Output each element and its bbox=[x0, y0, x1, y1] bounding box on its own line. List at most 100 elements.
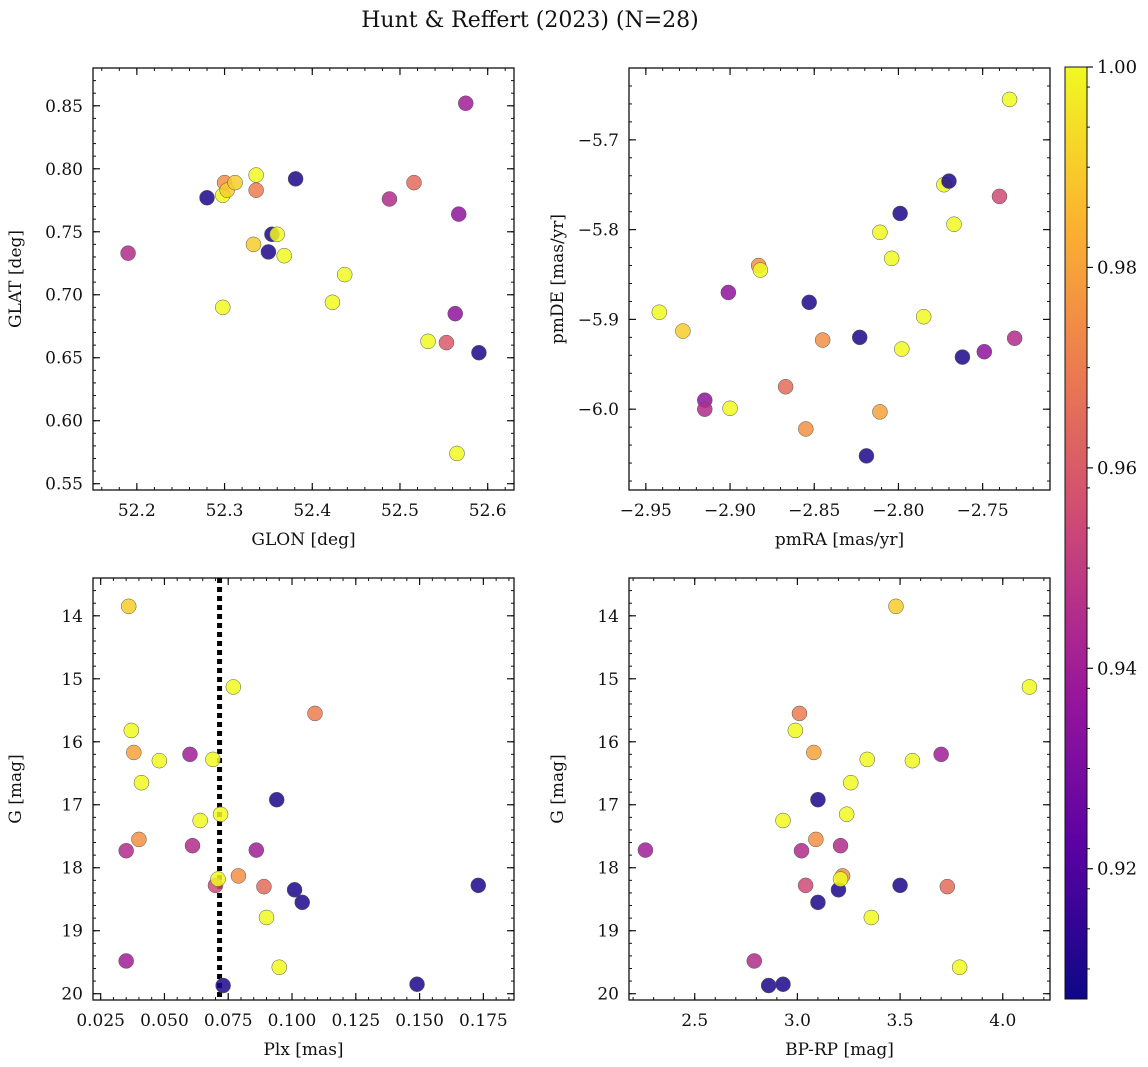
data-point bbox=[892, 877, 908, 894]
data-point bbox=[976, 343, 993, 360]
data-point bbox=[832, 871, 849, 887]
x-tick-label: 52.5 bbox=[381, 501, 419, 521]
data-point bbox=[1006, 330, 1023, 347]
plot-frame bbox=[92, 67, 515, 491]
figure-title: Hunt & Reffert (2023) (N=28) bbox=[361, 8, 699, 33]
data-point bbox=[859, 751, 875, 768]
data-point bbox=[775, 976, 791, 993]
x-tick-label: 0.075 bbox=[204, 1011, 253, 1031]
data-point bbox=[256, 878, 272, 895]
data-point bbox=[287, 171, 304, 187]
data-point bbox=[915, 308, 932, 325]
y-axis-label: G [mag] bbox=[548, 754, 568, 823]
x-axis-label: GLON [deg] bbox=[251, 530, 355, 550]
data-point bbox=[151, 752, 168, 769]
data-point bbox=[268, 791, 285, 808]
data-point bbox=[777, 378, 794, 395]
data-point bbox=[131, 831, 147, 848]
data-point bbox=[271, 959, 288, 975]
x-tick-label: 0.100 bbox=[268, 1011, 317, 1031]
data-point bbox=[324, 294, 341, 311]
data-point bbox=[810, 894, 826, 911]
data-point bbox=[406, 174, 422, 191]
plot-frame bbox=[628, 577, 1051, 1001]
data-point bbox=[260, 244, 277, 260]
data-point bbox=[941, 173, 957, 189]
data-point bbox=[471, 344, 487, 361]
data-point bbox=[798, 421, 814, 437]
y-tick-label: 19 bbox=[597, 922, 619, 942]
x-tick-label: −2.80 bbox=[872, 501, 924, 521]
data-point bbox=[651, 304, 668, 320]
data-point bbox=[722, 400, 738, 417]
data-point bbox=[892, 205, 908, 222]
data-point bbox=[126, 744, 142, 761]
data-point bbox=[294, 894, 310, 911]
x-axis-label: Plx [mas] bbox=[263, 1040, 343, 1060]
x-tick-label: 0.050 bbox=[140, 1011, 189, 1031]
y-tick-label: 17 bbox=[61, 796, 83, 816]
data-point bbox=[307, 705, 323, 722]
y-tick-label: 17 bbox=[597, 796, 619, 816]
data-point bbox=[746, 953, 763, 969]
colorbar: 0.92 0.94 0.96 0.98 1.00 bbox=[1064, 57, 1137, 1000]
y-tick-label: 14 bbox=[597, 607, 619, 627]
data-point bbox=[118, 842, 134, 859]
data-point bbox=[1001, 91, 1018, 108]
x-tick-label: 3.5 bbox=[887, 1011, 914, 1031]
y-tick-label: 20 bbox=[61, 985, 83, 1005]
y-axis-label: G [mag] bbox=[6, 754, 26, 823]
data-point bbox=[230, 868, 247, 884]
data-point bbox=[933, 746, 949, 763]
data-point bbox=[336, 266, 353, 283]
x-tick-label: 4.0 bbox=[989, 1011, 1016, 1031]
data-point bbox=[843, 774, 859, 791]
data-point bbox=[858, 448, 875, 464]
y-tick-label: 0.75 bbox=[45, 223, 83, 243]
y-tick-label: 18 bbox=[61, 859, 83, 879]
data-point bbox=[205, 751, 221, 768]
colorbar-tick-label: 0.96 bbox=[1097, 458, 1137, 479]
data-point bbox=[894, 341, 910, 357]
y-axis-label: GLAT [deg] bbox=[6, 230, 26, 328]
data-point bbox=[210, 871, 226, 887]
data-point bbox=[675, 323, 691, 339]
y-axis-label: pmDE [mas/yr] bbox=[548, 214, 568, 344]
data-point bbox=[118, 953, 134, 969]
x-tick-label: 52.2 bbox=[118, 501, 156, 521]
data-point bbox=[904, 752, 921, 769]
data-point bbox=[752, 262, 769, 278]
data-point bbox=[450, 206, 467, 222]
data-point bbox=[449, 445, 465, 462]
data-point bbox=[215, 299, 231, 316]
data-point bbox=[872, 404, 888, 420]
x-axis-label: BP-RP [mag] bbox=[785, 1040, 894, 1060]
colorbar-tick-label: 1.00 bbox=[1097, 57, 1137, 78]
x-tick-label: 52.6 bbox=[469, 501, 507, 521]
y-tick-label: 20 bbox=[597, 985, 619, 1005]
data-point bbox=[991, 188, 1008, 205]
y-tick-label: −5.9 bbox=[578, 310, 619, 330]
data-point bbox=[215, 977, 231, 994]
data-point bbox=[793, 842, 810, 859]
data-point bbox=[248, 167, 264, 183]
data-point bbox=[381, 191, 398, 207]
y-tick-label: 0.60 bbox=[45, 412, 83, 432]
data-point bbox=[120, 598, 137, 615]
x-tick-label: −2.75 bbox=[957, 501, 1009, 521]
panel-plx-gmag: 0.025 0.050 0.075 0.100 0.125 0.150 0.175 14 15 1… bbox=[6, 577, 515, 1060]
x-tick-label: −2.90 bbox=[704, 501, 756, 521]
y-tick-label: 18 bbox=[597, 859, 619, 879]
data-point bbox=[438, 334, 455, 351]
data-point bbox=[939, 878, 956, 895]
plot-frame bbox=[628, 67, 1051, 491]
data-point bbox=[269, 226, 285, 243]
data-point bbox=[791, 705, 808, 722]
data-point bbox=[227, 174, 243, 191]
y-tick-label: 0.85 bbox=[45, 97, 83, 117]
y-tick-label: 0.80 bbox=[45, 160, 83, 180]
data-point bbox=[808, 831, 824, 848]
colorbar-tick-label: 0.98 bbox=[1097, 257, 1137, 278]
data-point bbox=[801, 294, 817, 311]
panel-glon-glat: 52.2 52.3 52.4 52.5 52.6 0.55 0.60 0.65 0.70 0.75… bbox=[6, 67, 515, 550]
